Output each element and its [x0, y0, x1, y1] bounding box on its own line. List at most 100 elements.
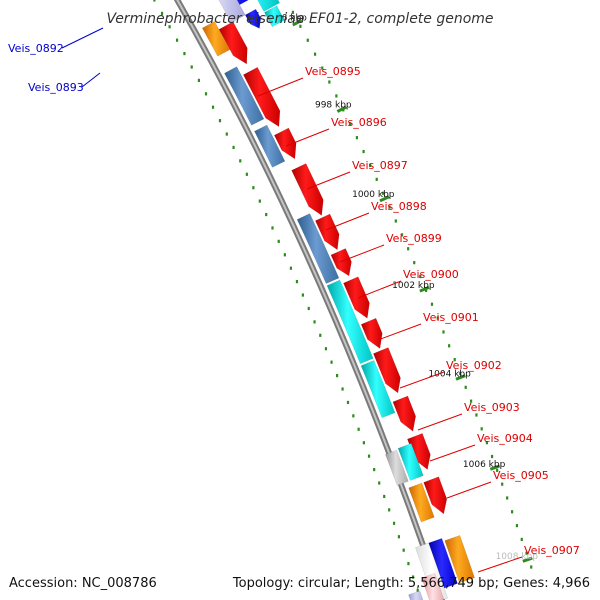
tick-dot [153, 0, 156, 2]
tick-label: 1002 kbp [392, 281, 435, 291]
gene-label[interactable]: Veis_0907 [524, 544, 580, 557]
gene-feature[interactable] [415, 542, 448, 600]
gene-feature[interactable] [226, 0, 281, 12]
gene-feature[interactable] [273, 127, 297, 160]
gene-label[interactable]: Veis_0892 [8, 42, 64, 55]
tick-dot [388, 205, 391, 209]
gene-label[interactable]: Veis_0897 [352, 159, 408, 172]
gene-feature[interactable] [264, 5, 285, 28]
gene-label-leader [285, 128, 330, 147]
gene-label[interactable]: Veis_0903 [464, 401, 520, 414]
gene-label-leader [325, 212, 370, 231]
tick-dot [245, 172, 248, 176]
gene-label[interactable]: Veis_0896 [331, 116, 387, 129]
tick-dot [501, 482, 504, 486]
tick-dot [277, 239, 280, 243]
tick-dot [369, 163, 372, 168]
tick-dot [341, 387, 344, 391]
gene-feature[interactable] [407, 433, 431, 470]
tick-dot [271, 226, 274, 230]
gene-label-leader [429, 444, 476, 462]
tick-dot [357, 427, 360, 431]
tick-mark-major [336, 105, 347, 113]
gene-feature[interactable] [343, 276, 370, 319]
gene-label[interactable]: Veis_0901 [423, 311, 479, 324]
tick-dot [397, 535, 400, 539]
gene-feature[interactable] [197, 0, 246, 24]
gene-label[interactable]: Veis_0900 [403, 268, 459, 281]
gene-label-leader [446, 481, 492, 499]
tick-dot [510, 510, 514, 514]
gene-feature[interactable] [444, 535, 475, 584]
gene-label-leader [399, 371, 445, 389]
gene-feature[interactable] [421, 573, 445, 600]
tick-dot [442, 330, 445, 334]
gene-label[interactable]: Veis_0904 [477, 432, 533, 445]
gene-label-leader [417, 413, 463, 431]
tick-dot [506, 496, 509, 500]
tick-marks: 996 kbp 998 kbp 1000 kbp 1002 kbp 1004 kbp 10… [153, 0, 539, 593]
gene-feature[interactable] [360, 317, 383, 349]
gene-feature[interactable] [330, 248, 352, 277]
gene-feature[interactable] [291, 163, 324, 216]
gene-feature[interactable] [296, 213, 340, 284]
tick-label: 1000 kbp [352, 190, 395, 200]
gene-feature[interactable] [218, 21, 248, 65]
gene-feature[interactable] [315, 213, 340, 251]
tick-dot [218, 119, 222, 123]
gene-feature[interactable] [423, 476, 448, 515]
gene-label[interactable]: Veis_0895 [305, 65, 361, 78]
gene-feature[interactable] [224, 66, 265, 126]
gene-feature[interactable] [397, 443, 424, 481]
tick-dot [301, 293, 304, 297]
tick-dot [388, 508, 391, 512]
tick-dot [515, 523, 519, 528]
gene-label-leader [61, 27, 104, 49]
gene-label-leader [306, 171, 351, 190]
tick-dot [168, 25, 171, 29]
gene-label[interactable]: Veis_0902 [446, 359, 502, 372]
gene-label[interactable]: Veis_0898 [371, 200, 427, 213]
gene-label[interactable]: Veis_0893 [28, 81, 84, 94]
tick-label: 996 kbp [270, 13, 307, 23]
gene-feature[interactable] [254, 124, 286, 168]
gene-label-leader [339, 244, 385, 263]
tick-dot [378, 481, 381, 485]
gene-feature[interactable] [326, 279, 374, 365]
gene-label[interactable]: Veis_0899 [386, 232, 442, 245]
tick-dot [382, 191, 385, 195]
gene-feature[interactable] [243, 66, 281, 128]
tick-dot [160, 11, 164, 15]
gene-feature[interactable] [408, 590, 424, 600]
tick-dot [448, 344, 451, 348]
gene-feature[interactable] [392, 395, 416, 432]
tick-dot [394, 219, 397, 223]
tick-dot [295, 280, 299, 284]
gene-feature[interactable] [385, 449, 409, 486]
tick-dot [321, 66, 324, 70]
tick-dot [407, 247, 410, 251]
tick-dot [373, 467, 376, 472]
gene-feature[interactable] [408, 482, 435, 523]
gene-label-leader [477, 556, 523, 573]
gene-feature[interactable] [211, 0, 254, 6]
gene-feature[interactable] [201, 21, 231, 57]
gene-feature[interactable] [373, 347, 401, 394]
gene-features [197, 0, 475, 600]
tick-dot [197, 78, 201, 83]
gene-feature[interactable] [360, 360, 396, 419]
tick-dot [464, 385, 467, 389]
genome-backbone [173, 0, 446, 600]
tick-label: 1004 kbp [428, 369, 471, 379]
tick-mark-major [379, 195, 390, 203]
tick-dot [313, 52, 317, 56]
tick-dot [225, 132, 228, 136]
tick-label: 1008 kbp [496, 552, 539, 562]
tick-dot [530, 565, 533, 569]
tick-dot [265, 212, 268, 217]
tick-dot [291, 10, 295, 14]
tick-dot [330, 360, 333, 364]
gene-label[interactable]: Veis_0905 [493, 469, 549, 482]
tick-dot [362, 149, 365, 154]
gene-feature[interactable] [244, 8, 261, 29]
